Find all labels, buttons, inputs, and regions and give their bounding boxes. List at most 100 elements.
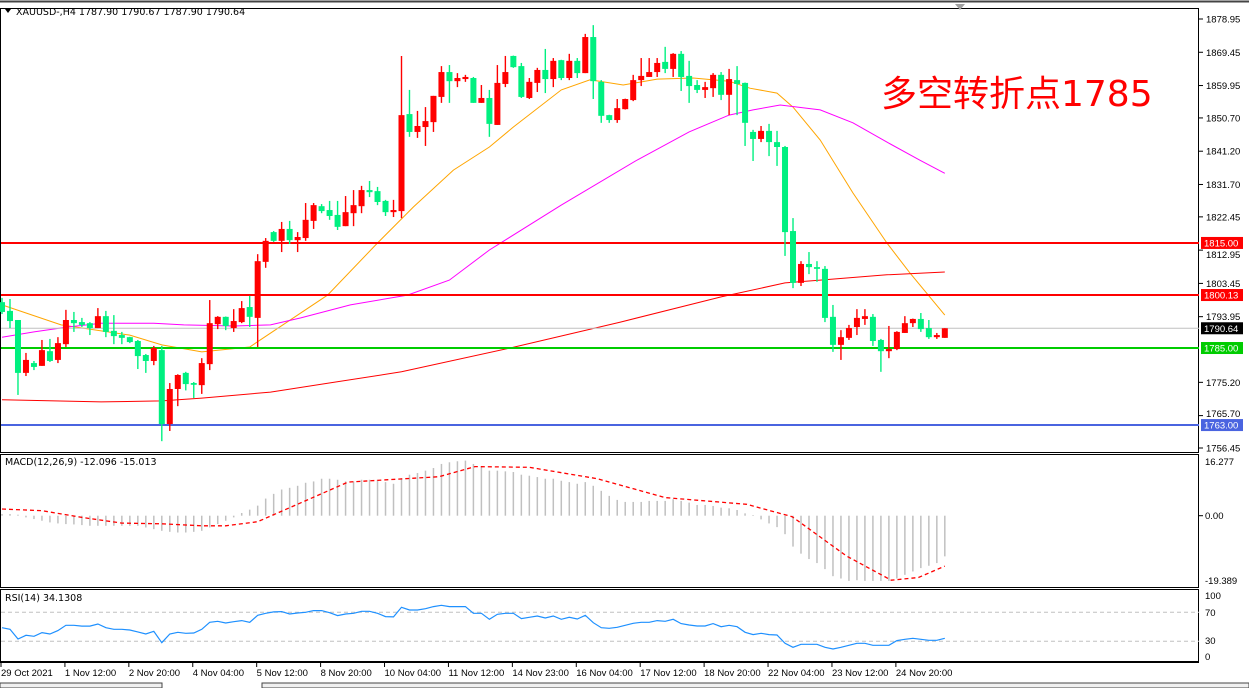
price-axis: 1878.95 1869.45 1859.95 1850.70 1841.20 1831.… [1199,15,1240,455]
candle-bearish [877,339,884,352]
candle-bullish [710,74,717,89]
candle-bullish [22,359,29,373]
candle-bullish [174,374,181,389]
candle-bearish [574,60,581,74]
candle-bearish [382,200,389,213]
rsi-axis-30: 30 [1205,636,1216,647]
candle-bullish [350,205,357,214]
candle-bearish [742,82,749,123]
candle-bearish [470,78,477,103]
time-tick-label: 16 Nov 04:00 [576,668,633,679]
candle-bullish [430,95,437,123]
candle-bearish [805,263,812,268]
candle-bearish [246,307,253,317]
candle-bearish [142,355,149,361]
candle-bearish [406,114,413,132]
candle-bearish [190,383,197,385]
time-tick-label: 23 Nov 12:00 [832,668,889,679]
time-tick-label: 2 Nov 20:00 [129,668,180,679]
price-tick-label: 1756.45 [1206,444,1240,455]
candle-bullish [798,263,804,283]
candle-bearish [126,337,133,343]
candle-bullish [262,240,269,262]
horizontal-levels[interactable] [1,241,1199,427]
bottom-tab[interactable] [0,682,163,688]
candle-bullish [278,228,285,241]
candle-bearish [774,142,781,147]
candle-bullish [622,99,629,110]
price-tag-label: 1815.00 [1204,238,1238,249]
candle-bearish [102,316,109,332]
rsi-axis-0: 0 [1205,652,1210,663]
candle-bullish [230,321,237,329]
candle-bullish [654,62,661,73]
time-tick-label: 29 Oct 2021 [1,668,53,679]
candle-bullish [566,60,573,79]
candle-bearish [0,302,5,312]
candle-bearish [446,72,453,82]
rsi-axis-70: 70 [1205,608,1216,619]
candle-bullish [342,212,349,227]
price-tag [1201,236,1243,249]
time-tick-label: 5 Nov 12:00 [257,668,308,679]
candle-bearish [182,372,189,385]
candle-bullish [302,219,309,239]
horizontal-scrollbar[interactable] [261,682,1249,688]
candle-bearish [158,350,165,425]
candle-bearish [222,316,229,326]
candle-bearish [14,320,21,373]
time-tick-label: 10 Nov 04:00 [385,668,442,679]
annotation-text: 多空转折点1785 [881,74,1153,115]
candle-bearish [766,130,773,143]
candle-bullish [238,308,245,323]
candle-bullish [646,72,653,77]
candle-bullish [630,80,637,101]
candle-bullish [933,335,940,338]
candle-bearish [790,231,797,283]
candle-bullish [198,363,205,386]
candle-bullish [462,76,469,80]
candle-bearish [118,335,125,338]
triangle-down-icon[interactable] [5,9,11,13]
candle-bearish [542,69,549,80]
candle-bearish [598,81,605,116]
candle-bullish [54,343,61,360]
candle-bullish [438,72,445,97]
candle-bullish [845,328,852,338]
candle-bearish [70,320,77,324]
candle-bearish [334,214,341,227]
candle-bearish [821,268,828,318]
candle-bullish [494,82,501,125]
price-tick-label: 1841.20 [1206,147,1240,158]
candle-bearish [869,316,876,342]
candle-bearish [734,80,741,84]
price-tag [1201,322,1243,335]
time-tick-label: 8 Nov 20:00 [321,668,372,679]
time-tick-label: 22 Nov 04:00 [768,668,825,679]
candle-bearish [813,267,820,269]
price-tick-label: 1775.20 [1206,378,1240,389]
price-tick-label: 1878.95 [1206,15,1240,26]
candle-bullish [150,348,157,361]
level-tags: 1815.00 1800.13 1785.00 1763.00 1790.64 [1201,236,1243,432]
candle-bullish [526,81,533,98]
chart-shift-marker-icon[interactable] [955,4,965,10]
time-tick-label: 18 Nov 20:00 [704,668,761,679]
time-tick-label: 11 Nov 12:00 [448,668,504,679]
candle-bullish [758,130,765,139]
candle-bullish [414,125,421,132]
candle-bullish [310,205,317,221]
time-axis: 29 Oct 2021 1 Nov 12:00 2 Nov 20:00 4 Nov 0… [0,662,952,679]
price-tick-label: 1869.45 [1206,48,1240,59]
candle-bearish [318,206,325,212]
candle-bullish [214,316,221,325]
candle-bearish [518,66,525,97]
price-tag [1201,419,1243,432]
candle-bearish [750,131,757,139]
macd-axis-zero: 0.00 [1205,511,1224,522]
candle-bearish [510,55,517,68]
price-tick-label: 1793.95 [1206,312,1240,323]
candle-bullish [670,53,677,69]
candle-bearish [925,328,932,338]
